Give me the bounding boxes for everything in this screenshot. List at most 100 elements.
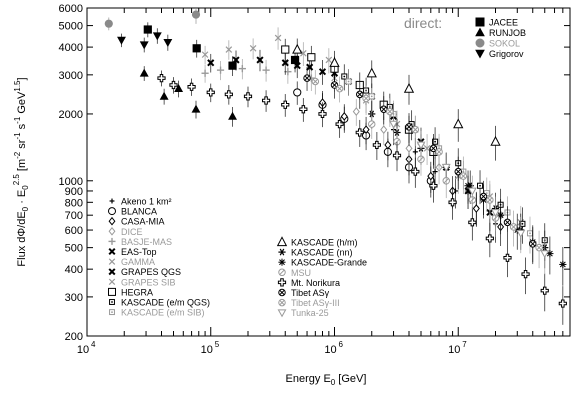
data-point [432, 127, 439, 159]
data-point [157, 70, 166, 87]
legend-label: GRAPES QGS [121, 267, 181, 277]
legend-entry-runjob: RUNJOB [475, 27, 526, 38]
data-point [299, 98, 308, 122]
data-point [174, 80, 184, 98]
y-axis-title-units-a: [m [16, 159, 28, 174]
y-tick-label: 900 [65, 186, 83, 198]
x-tick-label: 10 [448, 344, 460, 356]
data-point [411, 157, 420, 188]
data-point [529, 227, 537, 265]
data-point [453, 109, 464, 142]
data-point [262, 59, 270, 82]
legend-label: KASCADE (nn) [291, 248, 353, 258]
legend-label: BLANCA [121, 207, 157, 217]
legend-entry: BASJE-MAS [108, 237, 172, 247]
x-tick-label: 10 [201, 344, 213, 356]
data-point [559, 247, 567, 286]
legend-entry: KASCADE (h/m) [276, 236, 358, 248]
data-point [238, 58, 246, 80]
data-point [293, 81, 302, 105]
y-tick-label: 400 [65, 264, 83, 276]
legend-label: KASCADE (h/m) [291, 238, 358, 248]
legend-label: Tunka-25 [291, 308, 329, 318]
legend-label: MSU [291, 268, 311, 278]
series-kascade-grande [464, 170, 567, 286]
data-point [329, 50, 340, 77]
legend-label: Tibet ASγ-III [291, 298, 340, 308]
legend-indirect-left: Akeno 1 km²BLANCACASA-MIADICEBASJE-MASEA… [108, 197, 210, 318]
legend-entry: Mt. Norikura [277, 278, 340, 288]
legend-label: JACEE [489, 18, 518, 28]
data-point [521, 257, 530, 295]
data-point [467, 175, 477, 210]
legend-indirect-right: KASCADE (h/m)KASCADE (nn)KASCADE-GrandeM… [276, 236, 367, 318]
data-point [261, 90, 271, 112]
data-point [232, 50, 240, 71]
data-point [454, 156, 462, 190]
y-tick-label: 6000 [59, 3, 83, 15]
y-tick-label: 600 [65, 225, 83, 237]
y-axis-title-units-e: ] [16, 77, 28, 80]
data-point [307, 45, 316, 71]
data-point [192, 39, 201, 58]
series-jacee [143, 22, 300, 77]
data-point [201, 45, 209, 65]
x-axis-title-sub: 0 [331, 378, 336, 387]
data-point [380, 96, 388, 125]
data-point [490, 125, 501, 161]
y-tick-label: 3000 [59, 70, 83, 82]
data-point [163, 34, 173, 51]
series-sokol [104, 8, 201, 31]
y-axis-title-sup4: -1 [13, 116, 22, 124]
data-point [335, 76, 344, 103]
legend-entry-sokol: SOKOL [475, 38, 520, 49]
data-point [435, 137, 443, 169]
y-axis-title-main: Flux dΦ/dE [16, 211, 28, 266]
y-axis-title-sup2: -2 [13, 151, 22, 159]
y-axis-title-sub0: 0 [21, 206, 30, 211]
legend-label: Tibet ASγ [291, 288, 330, 298]
data-point [139, 37, 149, 53]
x-tick-label: 10 [77, 344, 89, 356]
x-tick-label-exponent: 7 [462, 340, 467, 349]
data-point [243, 86, 253, 108]
legend-entry: MSU [278, 268, 311, 278]
data-point [464, 170, 472, 204]
data-point [429, 133, 438, 166]
data-point [292, 38, 303, 62]
legend-entry: Tibet ASγ-III [278, 298, 340, 308]
y-tick-label: 700 [65, 210, 83, 222]
series-grigorov [117, 28, 173, 53]
legend-entry-grigorov: Grigorov [475, 49, 524, 59]
legend-entry: Tibet ASγ [278, 288, 330, 298]
data-point [225, 40, 233, 60]
y-axis-title: Flux dΦ/dE0 · E02.5 [m-2 sr-1 s-1 GeV1.5… [12, 77, 30, 266]
data-point [403, 74, 415, 105]
y-tick-label: 300 [65, 292, 83, 304]
y-axis-title-units-d: GeV [16, 91, 28, 117]
data-point [362, 116, 370, 145]
y-axis-title-sup3: -1 [13, 132, 22, 140]
legend-label: SOKOL [489, 39, 520, 49]
legend-entry: KASCADE (e/m QGS) [109, 298, 210, 308]
y-axis-title-sup1: 2.5 [12, 174, 21, 186]
legend-label: Akeno 1 km² [121, 197, 172, 207]
series-tunka-25 [389, 110, 550, 275]
data-point [479, 180, 488, 216]
data-point [169, 77, 178, 94]
data-point [311, 70, 320, 95]
data-point [405, 113, 413, 143]
y-axis-title-sub1: 0 [21, 185, 30, 190]
data-point [429, 171, 438, 203]
data-point [519, 207, 526, 244]
data-point [191, 8, 201, 24]
x-axis-title: Energy E0 [GeV] [286, 373, 367, 387]
data-point [503, 241, 512, 278]
legend-direct-title: direct: [404, 15, 442, 31]
data-point [356, 81, 364, 109]
data-point [540, 236, 550, 275]
legend-entry: HEGRA [108, 287, 153, 297]
